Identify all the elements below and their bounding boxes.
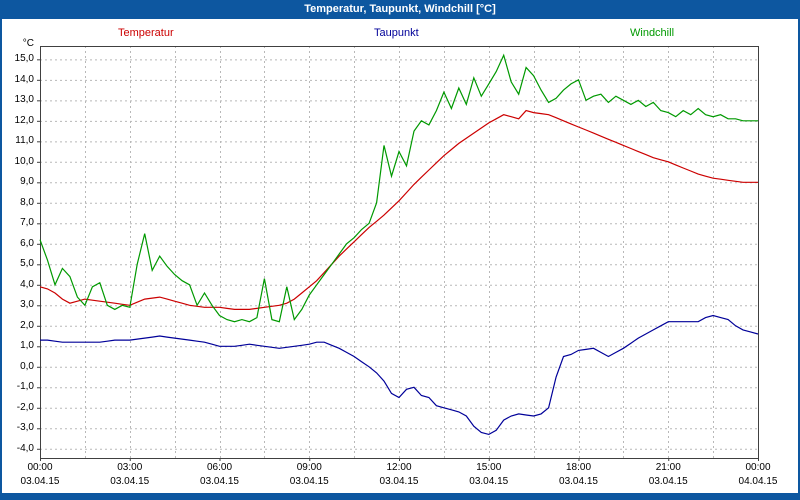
y-tick-label: 4,0 (20, 278, 34, 290)
x-tick-date-label: 03.04.15 (648, 476, 688, 487)
series-line-windchill (39, 53, 758, 323)
y-tick-label: 5,0 (20, 258, 34, 270)
x-tick-time-label: 12:00 (386, 462, 412, 473)
x-tick-date-label: 03.04.15 (469, 476, 509, 487)
x-tick-date-label: 03.04.15 (20, 476, 60, 487)
y-tick-label: -1,0 (16, 381, 34, 393)
y-tick-label: 8,0 (20, 196, 34, 208)
x-tick-time-label: 21:00 (655, 462, 681, 473)
series-line-taupunkt (40, 314, 759, 436)
y-axis-unit: °C (22, 38, 34, 49)
y-tick-label: 15,0 (14, 53, 34, 65)
window-border-right (798, 19, 800, 500)
y-tick-label: -4,0 (16, 442, 34, 454)
x-tick-date-label: 04.04.15 (738, 476, 778, 487)
window-title: Temperatur, Taupunkt, Windchill [°C] (304, 3, 496, 15)
y-tick-label: 14,0 (14, 73, 34, 85)
legend-label-windchill: Windchill (630, 27, 675, 39)
legend-label-temperatur: Temperatur (118, 27, 174, 39)
y-tick-label: 10,0 (14, 155, 34, 167)
y-tick-label: 13,0 (14, 94, 34, 106)
y-tick-label: 0,0 (20, 360, 34, 372)
window-title-bar: Temperatur, Taupunkt, Windchill [°C] (0, 0, 800, 19)
x-tick-time-label: 00:00 (27, 462, 53, 473)
series-line-temperatur (39, 109, 758, 310)
y-tick-label: 9,0 (20, 176, 34, 188)
y-tick-label: 12,0 (14, 114, 34, 126)
y-tick-label: 1,0 (20, 340, 34, 352)
x-tick-time-label: 00:00 (745, 462, 771, 473)
y-tick-label: 3,0 (20, 299, 34, 311)
y-tick-label: -2,0 (16, 401, 34, 413)
x-tick-date-label: 03.04.15 (200, 476, 239, 487)
y-tick-label: 7,0 (20, 217, 34, 229)
y-tick-label: -3,0 (16, 422, 34, 434)
window-border-bottom (0, 493, 800, 500)
y-tick-label: 2,0 (20, 319, 34, 331)
x-tick-time-label: 15:00 (476, 462, 502, 473)
window-border-left (0, 19, 2, 500)
y-tick-label: 11,0 (15, 135, 34, 147)
x-tick-date-label: 03.04.15 (559, 476, 598, 487)
y-tick-label: 6,0 (20, 237, 34, 249)
x-tick-time-label: 06:00 (206, 462, 233, 473)
x-tick-time-label: 09:00 (296, 462, 322, 473)
x-tick-date-label: 03.04.15 (289, 476, 329, 487)
legend-label-taupunkt: Taupunkt (374, 27, 419, 39)
x-tick-time-label: 03:00 (117, 462, 143, 473)
x-tick-date-label: 03.04.15 (379, 476, 419, 487)
x-tick-time-label: 18:00 (565, 462, 592, 473)
x-tick-date-label: 03.04.15 (110, 476, 150, 487)
